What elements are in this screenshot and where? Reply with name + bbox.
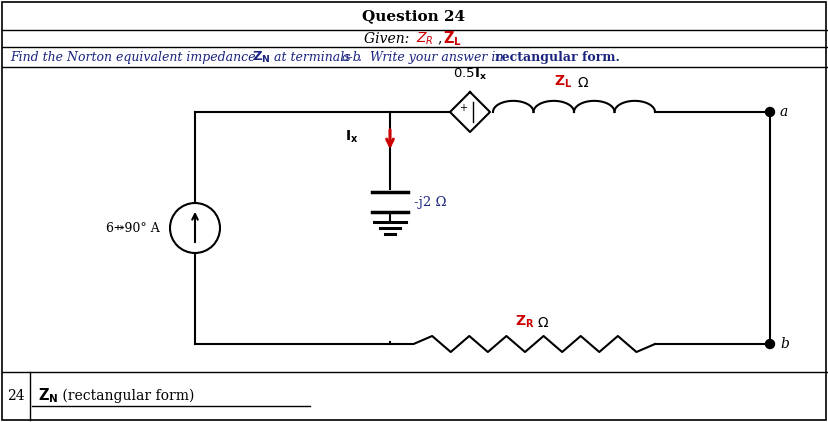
Text: $0.5\mathbf{I_x}$: $0.5\mathbf{I_x}$: [452, 67, 486, 82]
Text: b: b: [779, 337, 788, 351]
Text: Question 24: Question 24: [362, 9, 465, 23]
Circle shape: [764, 108, 773, 116]
Text: a: a: [779, 105, 787, 119]
Text: $\mathbf{Z_N}$: $\mathbf{Z_N}$: [252, 49, 270, 65]
Text: $\Omega$: $\Omega$: [537, 316, 548, 330]
Text: Given:: Given:: [364, 32, 413, 46]
Text: +: +: [459, 103, 466, 113]
Text: (rectangular form): (rectangular form): [58, 389, 194, 403]
Text: $\Omega$: $\Omega$: [576, 76, 589, 90]
Text: Find the Norton equivalent impedance: Find the Norton equivalent impedance: [10, 51, 259, 63]
Text: -j2 Ω: -j2 Ω: [413, 195, 446, 208]
Circle shape: [764, 340, 773, 349]
Text: $\mathbf{Z_R}$: $\mathbf{Z_R}$: [514, 314, 534, 330]
Text: $\mathbf{Z_L}$: $\mathbf{Z_L}$: [442, 29, 461, 48]
Text: ,: ,: [436, 32, 440, 46]
Text: a-b: a-b: [342, 51, 361, 63]
Text: 6⤀90° A: 6⤀90° A: [106, 222, 160, 235]
Text: $\mathbf{I_x}$: $\mathbf{I_x}$: [344, 128, 358, 145]
Text: $Z_R$: $Z_R$: [416, 30, 433, 47]
Text: $\mathbf{Z_L}$: $\mathbf{Z_L}$: [553, 73, 571, 90]
Text: .  Write your answer in: . Write your answer in: [358, 51, 507, 63]
Text: 24: 24: [7, 389, 25, 403]
Text: at terminals: at terminals: [270, 51, 354, 63]
Text: rectangular form.: rectangular form.: [494, 51, 619, 63]
Text: $\mathbf{Z_N}$: $\mathbf{Z_N}$: [38, 387, 59, 406]
